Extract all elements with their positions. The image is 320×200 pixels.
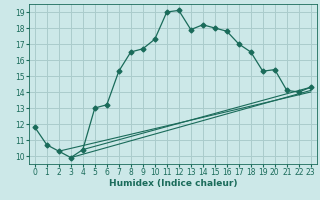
X-axis label: Humidex (Indice chaleur): Humidex (Indice chaleur) [108,179,237,188]
